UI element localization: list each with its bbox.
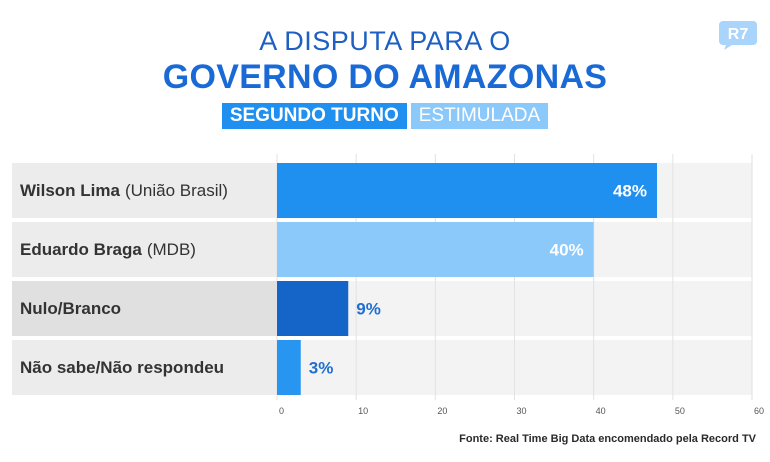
source-note: Fonte: Real Time Big Data encomendado pe… [459,433,756,445]
bar-value-label: 40% [550,241,584,260]
x-tick-label: 60 [754,406,764,416]
row-label-wilson: Wilson Lima (União Brasil) [12,163,277,218]
x-tick-label: 40 [596,406,606,416]
row-label-nulo: Nulo/Branco [12,281,277,336]
x-tick-label: 50 [675,406,685,416]
candidate-party: (MDB) [146,239,196,259]
candidate-party: (União Brasil) [124,180,228,200]
chart-plot: 48% 40% 9% 3% 0 10 20 30 40 50 60 [12,154,764,416]
row-label-background [12,163,277,218]
title-line-2: GOVERNO DO AMAZONAS [162,58,608,96]
candidate-name: Wilson Lima [20,180,120,200]
tag-type: ESTIMULADA [410,103,549,129]
bar [277,163,657,218]
title-line-1: A DISPUTA PARA O [259,26,511,56]
candidate-name: Eduardo Braga [20,239,142,259]
r7-logo: R7 [719,21,757,50]
row-label-eduardo: Eduardo Braga (MDB) [12,222,277,277]
bar [277,340,301,395]
x-tick-label: 10 [358,406,368,416]
category-name: Nulo/Branco [20,298,122,318]
category-name: Não sabe/Não respondeu [20,357,225,377]
bar-value-label: 3% [309,359,334,378]
row-label-background [12,281,277,336]
row-label-nao-sabe: Não sabe/Não respondeu [12,340,277,395]
x-tick-label: 20 [437,406,447,416]
row-label-background [12,340,277,395]
subtitle-tags: SEGUNDO TURNO ESTIMULADA [0,103,770,129]
bar-value-label: 9% [356,300,381,319]
bar-chart: 48% 40% 9% 3% 0 10 20 30 40 50 60 Wilson Lima (Uniã… [0,150,770,440]
bar [277,222,594,277]
x-tick-label: 0 [279,406,284,416]
x-tick-label: 30 [517,406,527,416]
bar [277,281,349,336]
row-label-background [12,222,277,277]
logo-text: R7 [728,26,749,43]
tag-round: SEGUNDO TURNO [221,103,407,129]
bar-value-label: 48% [613,182,647,201]
